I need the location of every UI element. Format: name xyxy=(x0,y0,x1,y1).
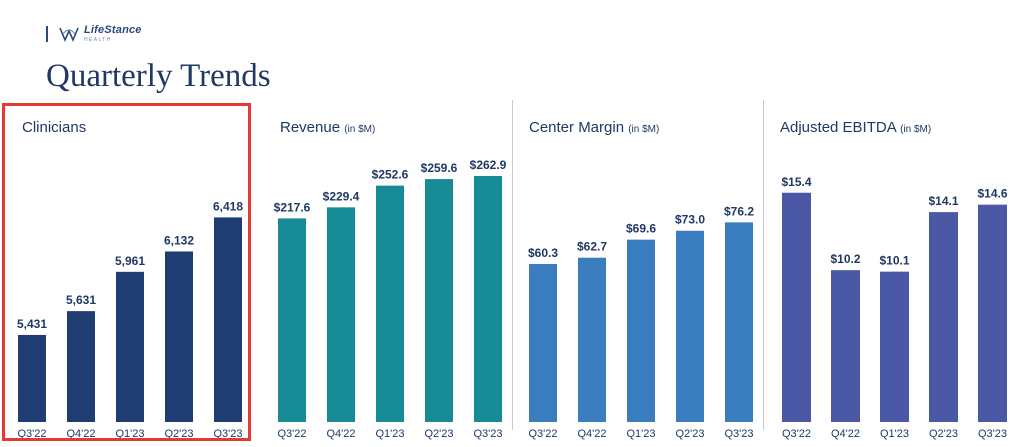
panel-title: Clinicians xyxy=(22,119,86,136)
chart-title: Revenue xyxy=(280,119,341,136)
clinicians-chart: 5,431 Q3'22 5,631 Q4'22 5,961 Q1'23 6,132 Q2'23… xyxy=(17,199,243,440)
bar-Q322 xyxy=(278,218,306,422)
category-label: Q3'23 xyxy=(213,428,242,440)
data-label: $14.6 xyxy=(977,187,1007,201)
revenue-panel: Revenue (in $M) $217.6 Q3'22 $229.4 Q4'22 $2… xyxy=(258,100,510,440)
category-label: Q1'23 xyxy=(880,428,909,440)
category-label: Q1'23 xyxy=(626,428,655,440)
category-label: Q1'23 xyxy=(375,428,404,440)
panel-divider xyxy=(512,100,513,430)
data-label: 6,132 xyxy=(164,233,194,247)
data-label: $10.2 xyxy=(830,252,860,266)
category-label: Q3'23 xyxy=(724,428,753,440)
chart-unit: (in $M) xyxy=(900,124,932,135)
category-label: Q2'23 xyxy=(164,428,193,440)
adjusted-ebitda-chart: $15.4 Q3'22 $10.2 Q4'22 $10.1 Q1'23 $14.1 Q2'23… xyxy=(781,175,1007,440)
category-label: Q4'22 xyxy=(577,428,606,440)
category-label: Q2'23 xyxy=(929,428,958,440)
bar-Q223 xyxy=(929,212,958,422)
data-label: $259.6 xyxy=(421,161,458,175)
chart-unit: (in $M) xyxy=(628,124,660,135)
logo-name: LifeStance xyxy=(84,24,142,36)
data-label: 5,431 xyxy=(17,317,47,331)
data-label: 5,631 xyxy=(66,293,96,307)
category-label: Q3'22 xyxy=(277,428,306,440)
bar-Q123 xyxy=(376,185,404,422)
panel-divider xyxy=(763,100,764,430)
data-label: $76.2 xyxy=(724,204,754,218)
bar-Q223 xyxy=(165,251,193,422)
bar-Q323 xyxy=(214,217,242,422)
bar-Q223 xyxy=(676,230,704,422)
bar-Q323 xyxy=(725,222,753,422)
adjusted-ebitda-panel: Adjusted EBITDA (in $M) $15.4 Q3'22 $10.2 Q… xyxy=(763,100,1018,440)
clinicians-panel: Clinicians 5,431 Q3'22 5,631 Q4'22 5,961 Q1'2… xyxy=(0,100,255,440)
data-label: $73.0 xyxy=(675,213,705,227)
data-label: $10.1 xyxy=(879,254,909,268)
category-label: Q4'22 xyxy=(831,428,860,440)
data-label: $15.4 xyxy=(781,175,811,189)
bar-Q422 xyxy=(831,270,860,422)
bar-Q323 xyxy=(474,176,502,422)
category-label: Q3'22 xyxy=(782,428,811,440)
category-label: Q2'23 xyxy=(675,428,704,440)
logo-subtitle: HEALTH xyxy=(84,37,112,43)
panel-title: Adjusted EBITDA (in $M) xyxy=(780,119,931,136)
revenue-chart: $217.6 Q3'22 $229.4 Q4'22 $252.6 Q1'23 $259.6 Q… xyxy=(274,158,507,440)
bar-Q123 xyxy=(116,271,144,422)
category-label: Q3'22 xyxy=(17,428,46,440)
lifestance-logo-icon xyxy=(59,27,79,43)
chart-unit: (in $M) xyxy=(344,124,376,135)
center-margin-chart: $60.3 Q3'22 $62.7 Q4'22 $69.6 Q1'23 $73.0 Q2'23… xyxy=(528,204,754,440)
data-label: $229.4 xyxy=(323,189,360,203)
data-label: $69.6 xyxy=(626,222,656,236)
bar-Q422 xyxy=(67,311,95,422)
panel-title: Revenue (in $M) xyxy=(280,119,375,136)
chart-title: Adjusted EBITDA xyxy=(780,119,896,136)
bar-Q323 xyxy=(978,204,1007,422)
clinicians-highlight-box xyxy=(2,103,251,441)
bar-Q422 xyxy=(578,257,606,422)
data-label: $217.6 xyxy=(274,200,311,214)
bar-Q322 xyxy=(782,192,811,422)
category-label: Q3'22 xyxy=(528,428,557,440)
chart-title: Center Margin xyxy=(529,119,625,136)
data-label: 6,418 xyxy=(213,199,243,213)
category-label: Q2'23 xyxy=(424,428,453,440)
bar-Q322 xyxy=(529,264,557,422)
bar-Q223 xyxy=(425,179,453,422)
chart-title: Clinicians xyxy=(22,119,87,136)
data-label: 5,961 xyxy=(115,254,145,268)
bar-Q123 xyxy=(880,271,909,422)
data-label: $60.3 xyxy=(528,246,558,260)
bar-Q123 xyxy=(627,239,655,422)
bar-Q322 xyxy=(18,334,46,422)
category-label: Q4'22 xyxy=(66,428,95,440)
data-label: $14.1 xyxy=(928,194,958,208)
category-label: Q1'23 xyxy=(115,428,144,440)
page-title: Quarterly Trends xyxy=(46,58,271,94)
panel-title: Center Margin (in $M) xyxy=(529,119,659,136)
category-label: Q3'23 xyxy=(978,428,1007,440)
data-label: $62.7 xyxy=(577,240,607,254)
data-label: $262.9 xyxy=(470,158,507,172)
category-label: Q4'22 xyxy=(326,428,355,440)
category-label: Q3'23 xyxy=(473,428,502,440)
bar-Q422 xyxy=(327,207,355,422)
center-margin-panel: Center Margin (in $M) $60.3 Q3'22 $62.7 Q4'… xyxy=(512,100,763,440)
logo: LifeStance HEALTH xyxy=(46,24,142,44)
data-label: $252.6 xyxy=(372,168,409,182)
logo-divider xyxy=(46,26,48,42)
